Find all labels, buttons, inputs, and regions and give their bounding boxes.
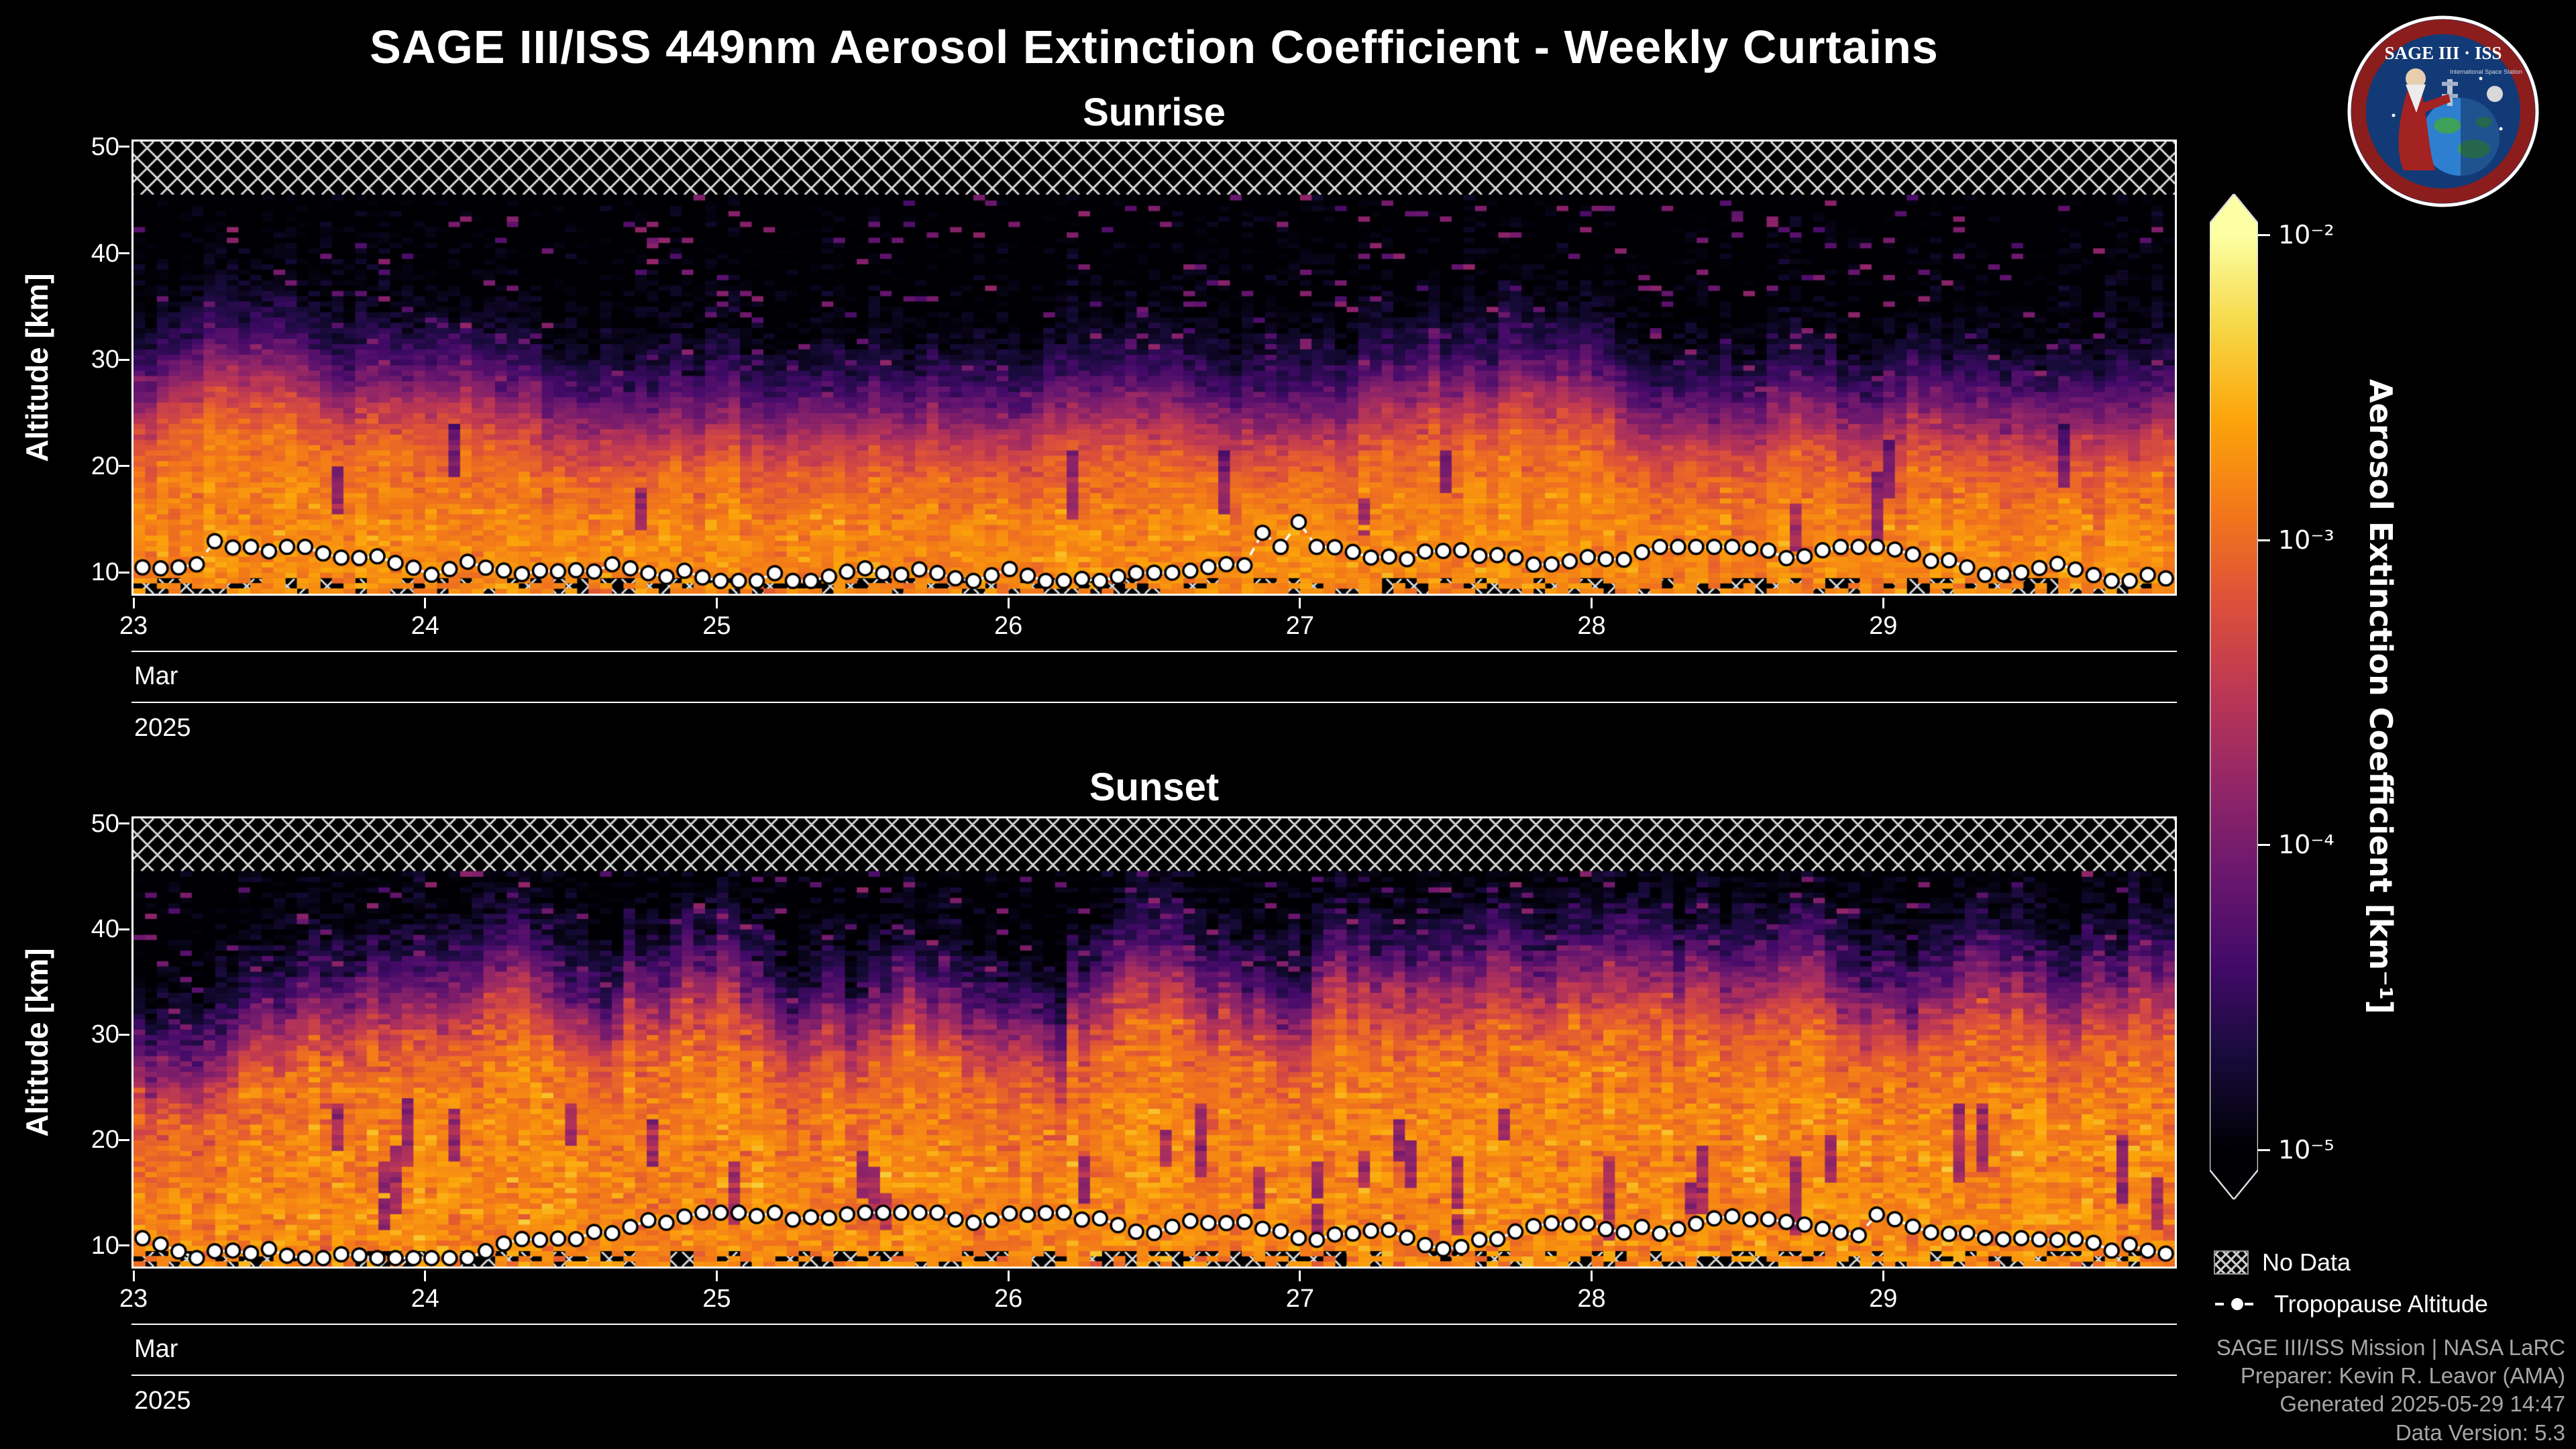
y-tick-label: 10 xyxy=(91,558,119,587)
figure-title: SAGE III/ISS 449nm Aerosol Extinction Co… xyxy=(370,21,1939,73)
x-tick-label: 29 xyxy=(1869,1285,1898,1313)
y-tickmark xyxy=(119,928,129,930)
y-tick-label: 30 xyxy=(91,1020,119,1049)
colorbar-axis-label: Aerosol Extinction Coefficient [km⁻¹] xyxy=(2363,379,2399,1014)
y-tick-label: 20 xyxy=(91,451,119,480)
x-tickmark xyxy=(715,1271,718,1281)
y-tickmark xyxy=(119,146,129,148)
x-tickmark xyxy=(1591,598,1593,608)
y-tick-label: 20 xyxy=(91,1126,119,1155)
y-tickmark xyxy=(119,571,129,574)
x-tick-label: 25 xyxy=(702,1285,731,1313)
logo-title: SAGE III · ISS xyxy=(2385,43,2502,63)
y-tick-label: 50 xyxy=(91,809,119,838)
attribution-line: Data Version: 5.3 xyxy=(2395,1419,2565,1445)
x-tickmark xyxy=(1882,1271,1884,1281)
logo-iss-truss xyxy=(2447,79,2453,106)
logo-wizard xyxy=(2398,82,2435,170)
x-tickmark xyxy=(1299,598,1301,608)
x-tick-label: 24 xyxy=(411,1285,439,1313)
heatmap-canvas-sunset xyxy=(133,818,2175,1267)
tropopause-line-icon xyxy=(2215,1297,2259,1311)
colorbar-tick-label: 10⁻³ xyxy=(2278,525,2334,555)
x-tickmark xyxy=(1299,1271,1301,1281)
x-tick-label: 28 xyxy=(1577,1285,1606,1313)
y-tick-label: 10 xyxy=(91,1231,119,1260)
colorbar xyxy=(2210,194,2258,1199)
y-tick-label: 40 xyxy=(91,915,119,944)
colorbar-gradient xyxy=(2210,194,2258,1199)
x-tick-label: 29 xyxy=(1869,612,1898,640)
x-tickmark xyxy=(424,598,427,608)
month-label: Mar xyxy=(134,1335,178,1363)
date-axis-line xyxy=(131,1324,2177,1325)
panel-sunrise xyxy=(131,140,2177,596)
x-tick-label: 26 xyxy=(994,612,1023,640)
year-label: 2025 xyxy=(134,714,191,742)
y-tick-label: 40 xyxy=(91,239,119,268)
y-tickmark xyxy=(119,1244,129,1247)
colorbar-tick-label: 10⁻² xyxy=(2278,220,2334,250)
x-tickmark xyxy=(132,598,135,608)
legend-row-tropopause: Tropopause Altitude xyxy=(2214,1290,2488,1318)
month-label: Mar xyxy=(134,662,178,690)
x-tick-label: 25 xyxy=(702,612,731,640)
x-tickmark xyxy=(715,598,718,608)
date-axis-line xyxy=(131,651,2177,652)
no-data-hatch-icon xyxy=(2214,1250,2249,1275)
logo-moon xyxy=(2487,86,2503,102)
y-tickmark xyxy=(119,465,129,468)
x-tick-label: 28 xyxy=(1577,612,1606,640)
y-tick-label: 30 xyxy=(91,345,119,374)
panel-sunset xyxy=(131,816,2177,1269)
attribution-line: Preparer: Kevin R. Leavor (AMA) xyxy=(2240,1363,2565,1389)
x-tickmark xyxy=(1007,598,1010,608)
x-tick-label: 24 xyxy=(411,612,439,640)
attribution-line: Generated 2025-05-29 14:47 xyxy=(2279,1391,2565,1417)
legend-row-no-data: No Data xyxy=(2214,1248,2488,1276)
y-tickmark xyxy=(119,1033,129,1036)
colorbar-tick-label: 10⁻⁵ xyxy=(2278,1135,2334,1165)
legend: No Data Tropopause Altitude xyxy=(2214,1248,2488,1332)
legend-tropopause-label: Tropopause Altitude xyxy=(2274,1290,2488,1318)
x-tickmark xyxy=(1007,1271,1010,1281)
x-tick-label: 27 xyxy=(1285,1285,1314,1313)
colorbar-tickmark xyxy=(2258,844,2270,846)
x-tickmark xyxy=(424,1271,427,1281)
y-tickmark xyxy=(119,822,129,825)
y-tickmark xyxy=(119,1138,129,1141)
colorbar-tickmark xyxy=(2258,1149,2270,1151)
x-tickmark xyxy=(1591,1271,1593,1281)
date-axis-line xyxy=(131,1375,2177,1376)
x-tick-label: 27 xyxy=(1285,612,1314,640)
logo-subtext: International Space Station xyxy=(2450,68,2522,75)
colorbar-tickmark xyxy=(2258,539,2270,541)
colorbar-tick-label: 10⁻⁴ xyxy=(2278,830,2334,859)
x-tick-label: 26 xyxy=(994,1285,1023,1313)
year-label: 2025 xyxy=(134,1387,191,1415)
date-axis-line xyxy=(131,702,2177,703)
y-tick-label: 50 xyxy=(91,132,119,161)
y-tickmark xyxy=(119,358,129,361)
colorbar-tickmark xyxy=(2258,234,2270,236)
heatmap-canvas-sunrise xyxy=(133,142,2175,594)
panel-title-sunset: Sunset xyxy=(1089,765,1220,809)
x-tick-label: 23 xyxy=(119,612,148,640)
legend-no-data-label: No Data xyxy=(2262,1248,2351,1276)
attribution: SAGE III/ISS Mission | NASA LaRC Prepare… xyxy=(2216,1334,2565,1447)
panel-title-sunrise: Sunrise xyxy=(1083,91,1226,134)
x-tickmark xyxy=(1882,598,1884,608)
x-tickmark xyxy=(132,1271,135,1281)
x-tick-label: 23 xyxy=(119,1285,148,1313)
y-tickmark xyxy=(119,252,129,255)
mission-logo: SAGE III · ISS International Space Stati… xyxy=(2347,15,2539,207)
attribution-line: SAGE III/ISS Mission | NASA LaRC xyxy=(2216,1335,2565,1360)
